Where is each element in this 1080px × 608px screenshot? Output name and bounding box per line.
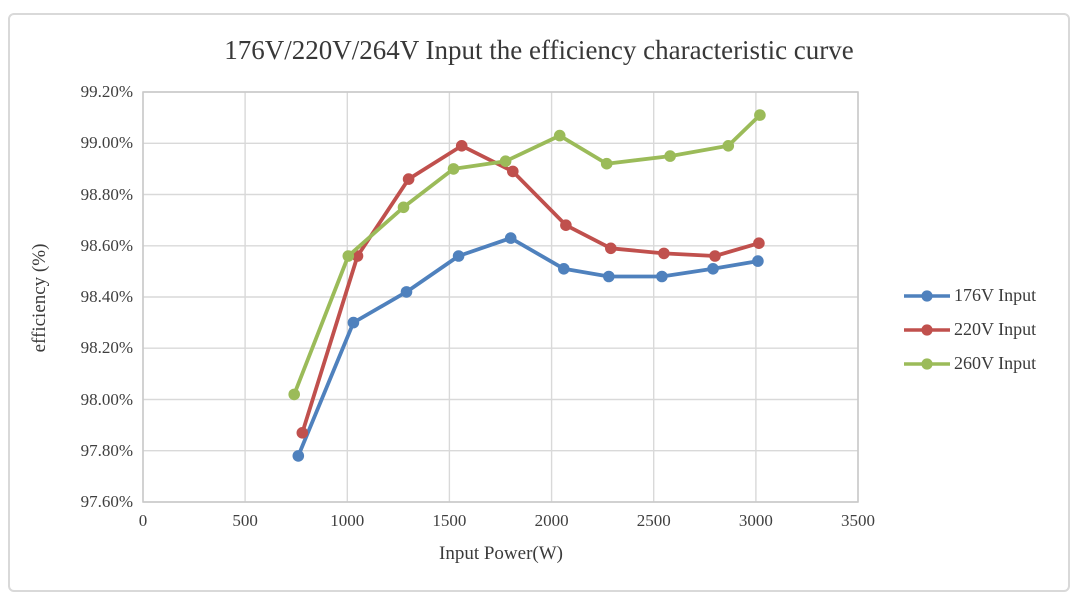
x-axis-title: Input Power(W) [439,543,563,564]
data-point [402,173,415,185]
legend-item-176v-input: 176V Input [903,282,1036,309]
data-point [658,247,670,260]
y-tick-label: 98.00% [80,389,133,409]
data-point [400,286,413,298]
y-tick-label: 98.80% [80,184,133,204]
y-tick-label: 99.00% [80,133,133,153]
data-point [553,129,566,142]
legend-item-220v-input: 220V Input [903,316,1036,343]
data-point [558,263,570,275]
y-tick-label: 97.80% [80,440,133,460]
data-point [753,237,765,249]
y-tick-label: 98.40% [80,287,133,306]
data-point [664,150,676,162]
data-point [351,250,364,262]
plot-border [142,91,859,503]
x-tick-label: 2500 [636,511,671,530]
legend-label: 176V Input [954,285,1037,305]
x-tick-label: 1000 [330,511,365,530]
data-point [754,109,766,121]
data-point [452,250,465,262]
legend-label: 220V Input [954,319,1037,339]
chart-frame: 176V/220V/264V Input the efficiency char… [8,13,1070,592]
x-tick-label: 3500 [841,511,875,530]
data-point [560,219,572,231]
data-point [455,140,468,152]
data-point [288,388,301,401]
legend-marker-icon [904,357,950,370]
data-point [600,157,613,170]
x-tick-label: 3000 [738,511,773,530]
data-point [722,140,735,152]
series-176v-input [292,232,764,462]
x-tick-label: 2000 [534,511,569,530]
data-point [507,165,519,178]
data-point [296,427,309,439]
y-tick-label: 99.20% [80,82,133,101]
data-point [603,270,615,283]
x-tick-label: 1500 [432,511,467,530]
series-line [296,236,760,458]
y-tick-label: 98.20% [80,338,133,358]
data-point [447,163,460,175]
legend-marker-icon [904,289,950,302]
data-point [499,155,512,167]
y-tick-label: 98.60% [80,235,133,255]
x-tick-label: 500 [232,511,258,530]
legend-item-260v-input: 260V Input [903,350,1036,377]
series-line [292,113,762,397]
data-point [605,242,617,255]
legend: 176V Input 220V Input 260V Input [903,282,1036,377]
legend-label: 260V Input [954,353,1037,373]
y-tick-label: 97.60% [80,492,133,511]
data-point [397,201,410,214]
data-point [709,250,721,262]
data-point [656,270,668,283]
data-point [292,450,305,462]
chart-title: 176V/220V/264V Input the efficiency char… [224,35,854,65]
series-220v-input [296,140,765,439]
legend-marker-icon [904,323,950,336]
data-point [504,232,517,244]
data-point [347,316,360,329]
series-line [300,143,761,435]
data-point [707,263,719,275]
series-260v-input [288,109,766,401]
data-point [342,250,355,262]
plot-area [142,91,859,503]
x-tick-label: 0 [138,511,148,530]
data-point [752,255,764,267]
